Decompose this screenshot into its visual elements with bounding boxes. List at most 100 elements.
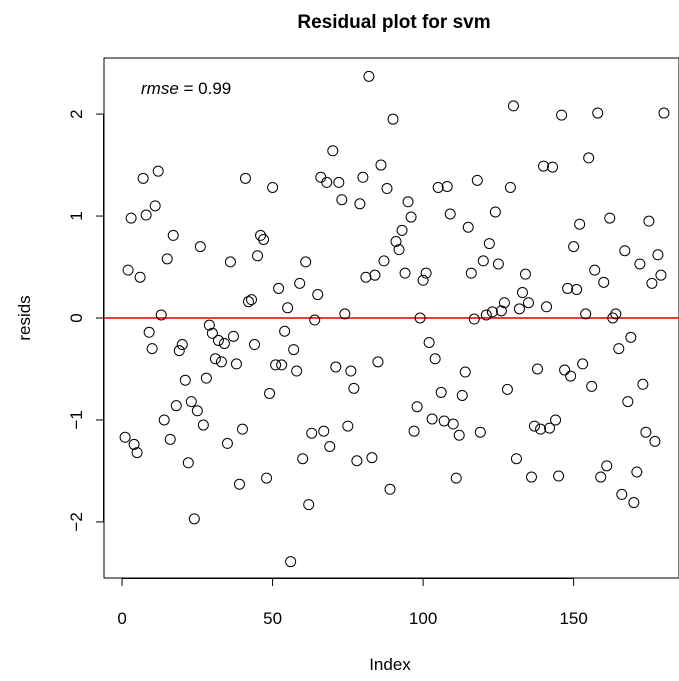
data-point	[276, 359, 288, 371]
y-tick-label: 1	[67, 211, 86, 220]
data-point	[450, 472, 462, 484]
data-point	[252, 250, 264, 262]
data-point	[441, 180, 453, 192]
data-point	[215, 356, 227, 368]
data-point	[462, 221, 474, 233]
data-point	[507, 100, 519, 112]
data-point	[155, 309, 167, 321]
data-point	[562, 282, 574, 294]
data-point	[330, 361, 342, 373]
data-point	[318, 425, 330, 437]
data-point	[300, 256, 312, 268]
data-point	[456, 389, 468, 401]
data-point	[273, 282, 285, 294]
data-point	[360, 271, 372, 283]
data-point	[267, 181, 279, 193]
data-point	[351, 455, 363, 467]
data-point	[384, 483, 396, 495]
data-point	[131, 447, 143, 459]
data-point	[288, 344, 300, 356]
data-point	[477, 255, 489, 267]
data-point	[474, 426, 486, 438]
data-point	[444, 208, 456, 220]
data-point	[643, 215, 655, 227]
x-axis: 0 50 100 150	[117, 578, 588, 628]
data-point	[339, 308, 351, 320]
data-point	[510, 453, 522, 465]
data-point	[528, 420, 540, 432]
data-point	[525, 471, 537, 483]
data-point	[309, 314, 321, 326]
data-point	[544, 422, 556, 434]
data-point	[167, 229, 179, 241]
data-point	[399, 267, 411, 279]
data-point	[315, 171, 327, 183]
data-point	[158, 414, 170, 426]
data-point	[125, 212, 137, 224]
data-point	[381, 183, 393, 195]
data-point	[538, 160, 550, 172]
data-point	[601, 460, 613, 472]
data-point	[519, 268, 531, 280]
y-axis-label: resids	[15, 295, 34, 340]
data-point	[604, 212, 616, 224]
data-point	[580, 308, 592, 320]
data-point	[212, 334, 224, 346]
data-points	[119, 70, 670, 568]
data-point	[185, 396, 197, 408]
data-point	[571, 283, 583, 295]
data-point	[550, 414, 562, 426]
data-point	[631, 466, 643, 478]
data-point	[420, 267, 432, 279]
data-point	[279, 325, 291, 337]
data-point	[435, 386, 447, 398]
rmse-annotation-value: = 0.99	[179, 79, 231, 98]
x-tick-label: 0	[117, 609, 126, 628]
data-point	[375, 159, 387, 171]
data-point	[486, 306, 498, 318]
data-point	[224, 256, 236, 268]
data-point	[164, 433, 176, 445]
data-point	[565, 370, 577, 382]
data-point	[239, 172, 251, 184]
data-point	[122, 264, 134, 276]
data-point	[233, 478, 245, 490]
data-point	[586, 380, 598, 392]
data-point	[595, 471, 607, 483]
rmse-annotation: rmse = 0.99	[141, 79, 231, 98]
data-point	[556, 109, 568, 121]
data-point	[264, 387, 276, 399]
data-point	[137, 172, 149, 184]
data-point	[303, 499, 315, 511]
data-point	[417, 274, 429, 286]
data-point	[553, 470, 565, 482]
data-point	[345, 365, 357, 377]
data-point	[429, 353, 441, 365]
data-point	[522, 297, 534, 309]
data-point	[622, 396, 634, 408]
data-point	[390, 236, 402, 248]
y-tick-label: −2	[67, 512, 86, 531]
data-point	[324, 440, 336, 452]
data-point	[583, 152, 595, 164]
data-point	[592, 107, 604, 119]
data-point	[357, 171, 369, 183]
data-point	[535, 423, 547, 435]
data-point	[465, 267, 477, 279]
data-point	[327, 145, 339, 157]
data-point	[209, 353, 221, 365]
data-point	[574, 218, 586, 230]
data-point	[426, 413, 438, 425]
data-point	[405, 211, 417, 223]
data-point	[246, 294, 258, 306]
data-point	[658, 107, 670, 119]
data-point	[173, 345, 185, 357]
y-axis: −2 −1 0 1 2	[67, 109, 104, 532]
data-point	[312, 289, 324, 301]
data-point	[200, 372, 212, 384]
y-tick-label: −1	[67, 410, 86, 429]
data-point	[369, 269, 381, 281]
data-point	[501, 383, 513, 395]
y-tick-label: 2	[67, 109, 86, 118]
